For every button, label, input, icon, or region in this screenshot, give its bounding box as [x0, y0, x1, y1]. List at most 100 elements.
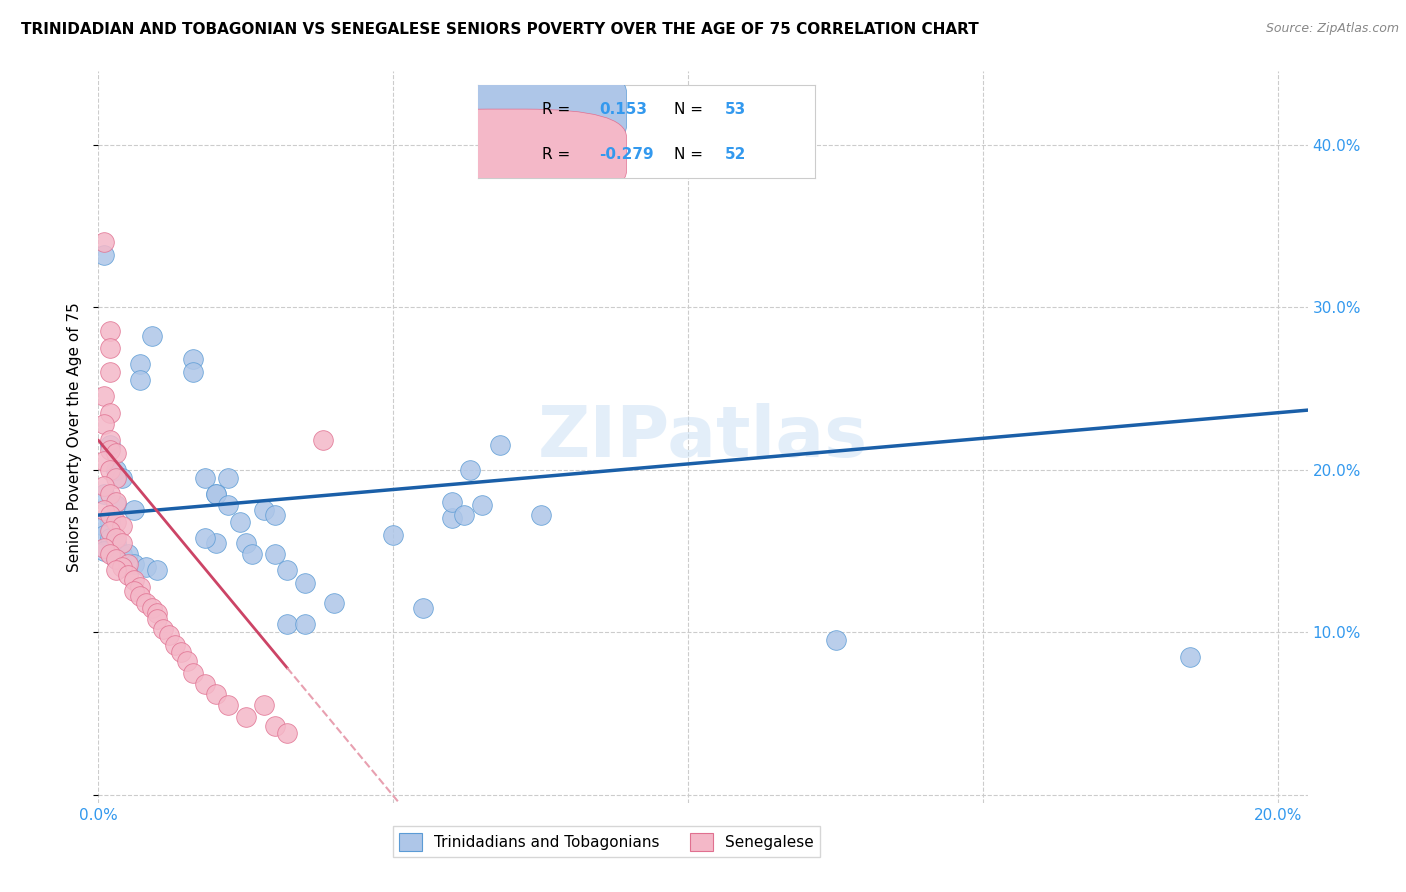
Text: Source: ZipAtlas.com: Source: ZipAtlas.com — [1265, 22, 1399, 36]
Point — [93, 487, 115, 501]
Point — [111, 471, 134, 485]
Point — [217, 499, 239, 513]
Point — [122, 557, 145, 571]
Text: R =: R = — [543, 146, 571, 161]
Point — [205, 487, 228, 501]
Point — [128, 373, 150, 387]
FancyBboxPatch shape — [387, 64, 627, 154]
Point — [98, 365, 121, 379]
Point — [252, 503, 274, 517]
Point — [176, 654, 198, 668]
Point — [93, 519, 115, 533]
Point — [98, 443, 121, 458]
Point — [98, 547, 121, 561]
Point — [194, 471, 217, 485]
Point — [294, 617, 316, 632]
Point — [453, 508, 475, 522]
Point — [170, 645, 193, 659]
Point — [98, 508, 121, 522]
Point — [93, 527, 115, 541]
Point — [122, 503, 145, 517]
Point — [165, 638, 187, 652]
Point — [93, 503, 115, 517]
Point — [488, 438, 510, 452]
Point — [93, 248, 115, 262]
Point — [98, 462, 121, 476]
Point — [105, 563, 128, 577]
Point — [122, 584, 145, 599]
Point — [441, 495, 464, 509]
Text: ZIPatlas: ZIPatlas — [538, 402, 868, 472]
Point — [98, 438, 121, 452]
Point — [157, 628, 180, 642]
Point — [105, 495, 128, 509]
Point — [824, 633, 846, 648]
Point — [412, 600, 434, 615]
Text: 53: 53 — [724, 102, 745, 117]
Point — [93, 417, 115, 431]
Point — [194, 531, 217, 545]
Point — [135, 560, 157, 574]
Point — [152, 622, 174, 636]
Point — [229, 515, 252, 529]
Point — [1178, 649, 1201, 664]
Point — [264, 508, 287, 522]
Point — [181, 365, 204, 379]
Point — [111, 547, 134, 561]
Text: 52: 52 — [724, 146, 745, 161]
Point — [276, 563, 298, 577]
Text: N =: N = — [673, 146, 703, 161]
Point — [105, 552, 128, 566]
Point — [117, 568, 139, 582]
Point — [264, 547, 287, 561]
Point — [141, 600, 163, 615]
Point — [240, 547, 263, 561]
Point — [105, 552, 128, 566]
Text: -0.279: -0.279 — [599, 146, 654, 161]
Point — [382, 527, 405, 541]
Point — [146, 563, 169, 577]
Point — [98, 325, 121, 339]
Point — [117, 547, 139, 561]
Point — [205, 687, 228, 701]
Point — [128, 590, 150, 604]
Point — [205, 535, 228, 549]
Text: TRINIDADIAN AND TOBAGONIAN VS SENEGALESE SENIORS POVERTY OVER THE AGE OF 75 CORR: TRINIDADIAN AND TOBAGONIAN VS SENEGALESE… — [21, 22, 979, 37]
Legend: Trinidadians and Tobagonians, Senegalese: Trinidadians and Tobagonians, Senegalese — [392, 827, 820, 857]
Point — [194, 677, 217, 691]
Point — [105, 535, 128, 549]
Point — [98, 531, 121, 545]
Point — [530, 508, 553, 522]
Point — [458, 462, 481, 476]
Point — [146, 612, 169, 626]
Point — [264, 719, 287, 733]
Point — [181, 665, 204, 680]
Point — [105, 515, 128, 529]
Point — [311, 434, 333, 448]
Point — [135, 596, 157, 610]
Point — [93, 454, 115, 468]
Point — [98, 524, 121, 539]
Point — [128, 357, 150, 371]
Point — [205, 487, 228, 501]
Point — [111, 535, 134, 549]
Point — [98, 341, 121, 355]
Point — [93, 389, 115, 403]
Point — [235, 535, 257, 549]
Point — [93, 541, 115, 555]
Y-axis label: Seniors Poverty Over the Age of 75: Seniors Poverty Over the Age of 75 — [67, 302, 83, 572]
Point — [93, 479, 115, 493]
Point — [93, 544, 115, 558]
Text: N =: N = — [673, 102, 703, 117]
Point — [441, 511, 464, 525]
Point — [98, 515, 121, 529]
Point — [122, 573, 145, 587]
FancyBboxPatch shape — [387, 109, 627, 199]
Point — [217, 471, 239, 485]
Point — [117, 557, 139, 571]
Point — [93, 235, 115, 249]
Point — [471, 499, 494, 513]
Point — [276, 726, 298, 740]
Point — [128, 580, 150, 594]
Point — [217, 698, 239, 713]
